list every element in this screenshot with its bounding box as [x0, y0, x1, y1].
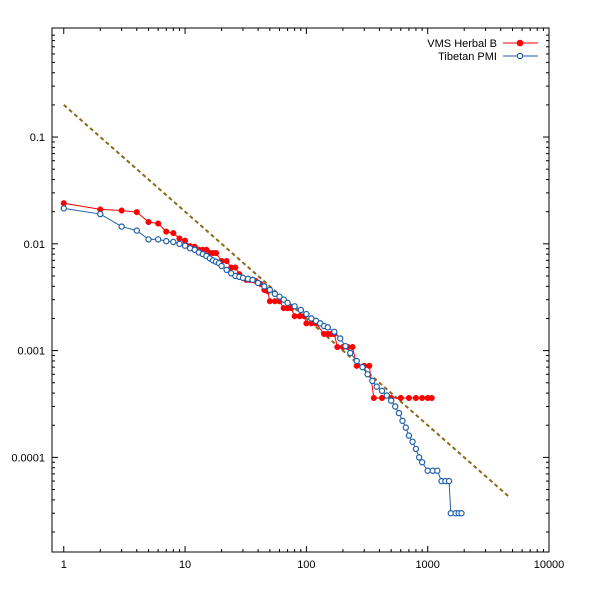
data-point: [223, 266, 230, 274]
data-point: [392, 403, 399, 410]
data-point: [458, 510, 465, 517]
data-point: [212, 249, 220, 257]
data-point: [342, 342, 349, 350]
data-point: [324, 324, 331, 331]
data-point: [412, 445, 420, 453]
series-line: [63, 207, 462, 514]
data-point: [366, 362, 373, 369]
data-point: [434, 467, 441, 474]
data-point: [405, 394, 412, 402]
data-point: [373, 383, 380, 390]
legend-label: VMS Herbal B: [427, 38, 497, 50]
data-point: [378, 387, 386, 395]
data-point: [249, 276, 256, 284]
data-point: [118, 223, 125, 230]
data-point: [412, 394, 419, 402]
data-point: [336, 335, 344, 342]
data-point: [154, 236, 162, 243]
data-point: [424, 467, 431, 474]
data-point: [402, 424, 409, 431]
data-point: [395, 409, 403, 417]
data-point: [176, 240, 183, 248]
data-point: [284, 299, 291, 307]
x-tick-label: 1000: [415, 559, 439, 571]
axis-ticks: 1 10 100 1000 10000 0.1 0.01 0.001 0.0001: [11, 28, 564, 571]
data-point: [133, 209, 140, 216]
data-point: [170, 238, 177, 246]
data-point: [218, 262, 225, 270]
data-point: [223, 257, 230, 265]
data-point: [331, 328, 338, 336]
legend-swatch-marker: [516, 39, 524, 47]
data-point: [359, 363, 366, 371]
y-tick-label: 0.0001: [11, 452, 45, 464]
x-tick-label: 100: [297, 559, 315, 571]
data-point: [176, 235, 183, 242]
data-point: [291, 303, 298, 310]
data-point: [445, 477, 453, 485]
data-point: [387, 397, 395, 404]
data-point: [239, 274, 247, 282]
data-point: [266, 286, 274, 294]
x-tick-label: 1: [61, 559, 67, 571]
data-point: [145, 236, 152, 243]
data-point: [291, 313, 298, 320]
data-point: [97, 210, 104, 218]
data-point: [303, 310, 310, 318]
data-point: [383, 392, 390, 399]
data-point: [181, 242, 189, 249]
data-point: [399, 417, 406, 425]
series-layer: [60, 104, 510, 517]
data-point: [170, 230, 177, 237]
data-point: [364, 371, 371, 378]
data-point: [60, 205, 67, 212]
data-point: [428, 394, 435, 402]
y-tick-label: 0.1: [30, 132, 45, 144]
data-point: [349, 343, 356, 351]
data-point: [409, 438, 416, 445]
data-point: [415, 454, 423, 461]
data-point: [347, 349, 354, 357]
x-tick-label: 10: [179, 559, 191, 571]
data-point: [405, 432, 413, 439]
y-tick-label: 0.001: [17, 346, 45, 358]
data-point: [334, 343, 341, 351]
data-point: [271, 290, 279, 298]
data-point: [369, 377, 376, 385]
data-point: [133, 227, 140, 234]
data-point: [397, 394, 404, 402]
data-point: [261, 283, 268, 290]
data-point: [155, 220, 162, 227]
legend-label: Tibetan PMI: [438, 51, 497, 63]
data-point: [303, 320, 310, 327]
data-point: [280, 296, 287, 303]
data-point: [145, 218, 152, 226]
data-point: [163, 237, 170, 245]
data-point: [419, 394, 426, 402]
data-point: [378, 394, 386, 402]
series-line: [63, 202, 432, 399]
legend-swatch-marker: [516, 52, 524, 60]
data-point: [276, 293, 283, 300]
series-1: [60, 205, 465, 517]
data-point: [297, 306, 305, 314]
data-point: [370, 394, 377, 402]
data-point: [418, 459, 426, 466]
series-0: [60, 200, 435, 402]
data-point: [163, 228, 170, 235]
data-point: [232, 264, 239, 271]
plot-frame: [51, 27, 550, 553]
data-point: [254, 279, 262, 287]
data-point: [353, 357, 360, 365]
x-tick-label: 10000: [534, 559, 565, 571]
data-point: [118, 207, 125, 214]
data-point: [266, 298, 273, 305]
y-tick-label: 0.01: [24, 239, 45, 251]
